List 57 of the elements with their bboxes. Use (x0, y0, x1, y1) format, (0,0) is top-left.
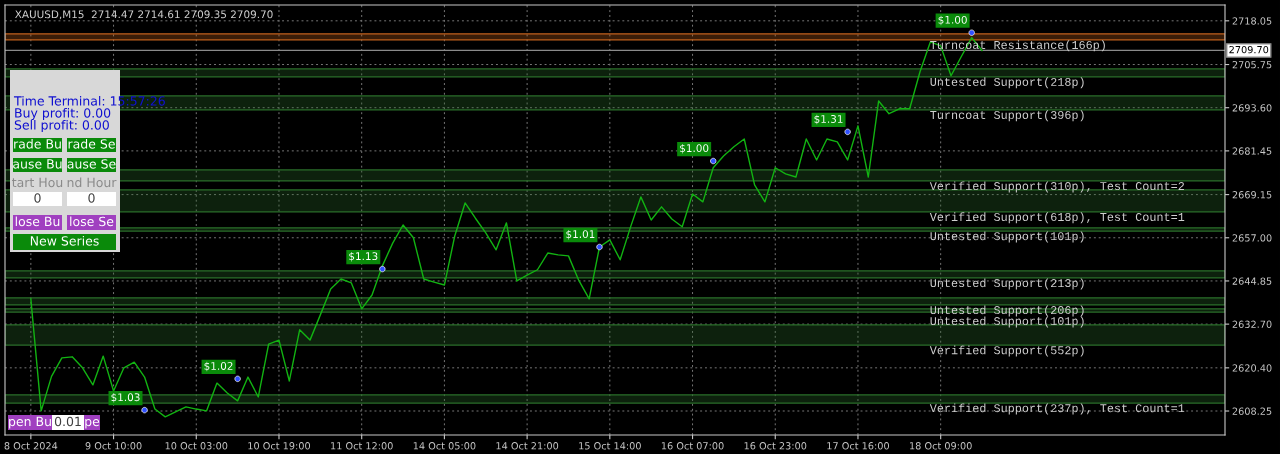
y-tick-label: 2620.40 (1232, 364, 1272, 372)
x-tick-label: 16 Oct 23:00 (744, 442, 807, 450)
y-tick-label: 2681.45 (1232, 147, 1272, 155)
x-tick-label: 8 Oct 2024 (4, 442, 58, 450)
ref-line-label: 2709.70 (1229, 45, 1269, 54)
annotation: rade Se (68, 138, 115, 149)
annotation: ause Se (67, 159, 116, 169)
x-tick-label: 16 Oct 07:00 (661, 442, 724, 450)
x-tick-label: 14 Oct 05:00 (413, 442, 476, 450)
annotation: $1.02 (204, 361, 233, 372)
x-tick-label: 10 Oct 03:00 (165, 442, 228, 450)
annotation: pen Bu (9, 416, 51, 429)
y-tick-label: 2693.60 (1232, 104, 1272, 112)
annotation: lose Se (70, 216, 114, 227)
x-tick-label: 14 Oct 21:00 (496, 442, 559, 450)
annotation: $1.00 (680, 143, 709, 154)
annotation: Sell profit: 0.00 (14, 119, 109, 133)
annotation: rade Bu (14, 138, 61, 149)
band-label: Untested Support(206p) (930, 305, 1084, 317)
y-tick-label: 2718.05 (1232, 17, 1272, 25)
band-label: Untested Support(213p) (930, 278, 1084, 290)
y-tick-label: 2608.25 (1232, 407, 1272, 415)
x-tick-label: 15 Oct 14:00 (579, 442, 641, 450)
y-tick-label: 2644.85 (1232, 277, 1272, 285)
annotation: 0 (34, 193, 41, 203)
annotation: nd Hour (67, 177, 117, 188)
band-label: Untested Support(218p) (930, 77, 1084, 89)
annotation: pe (85, 418, 100, 429)
annotation: ause Bu (13, 159, 62, 169)
annotation: $1.31 (814, 114, 843, 125)
annotation: $1.01 (566, 229, 595, 240)
y-tick-label: 2632.70 (1232, 320, 1272, 328)
band-label: Verified Support(552p) (929, 345, 1084, 357)
y-tick-label: 2669.15 (1232, 191, 1272, 199)
annotation: tart Hou (12, 177, 63, 188)
y-tick-label: 2705.75 (1232, 61, 1272, 69)
x-tick-label: 9 Oct 10:00 (85, 442, 142, 450)
band-label: Verified Support(310p), Test Count=2 (929, 181, 1184, 193)
band-label: Verified Support(237p), Test Count=1 (929, 403, 1185, 415)
annotation: 0.01 (54, 416, 81, 427)
band-label: Verified Support(618p), Test Count=1 (929, 212, 1185, 224)
chart-title: XAUUSD,M15 2714.47 2714.61 2709.35 2709.70 (15, 10, 273, 20)
annotation: $1.03 (111, 393, 140, 403)
annotation: $1.13 (349, 252, 378, 262)
annotation: $1.00 (938, 15, 967, 26)
x-tick-label: 18 Oct 09:00 (910, 442, 972, 450)
annotation: 0 (88, 193, 95, 203)
band-label: Turncoat Support(396p) (930, 110, 1084, 122)
x-tick-label: 11 Oct 12:00 (331, 442, 393, 450)
annotation: lose Bu (15, 216, 60, 227)
x-tick-label: 17 Oct 16:00 (827, 442, 890, 450)
x-tick-label: 10 Oct 19:00 (248, 442, 311, 450)
annotation: New Series (30, 235, 99, 246)
annotation: Buy profit: 0.00 (15, 107, 111, 121)
y-tick-label: 2657.00 (1232, 234, 1272, 242)
band-label: Untested Support(101p) (930, 316, 1084, 328)
band-label: Untested Support(101p) (930, 231, 1084, 243)
